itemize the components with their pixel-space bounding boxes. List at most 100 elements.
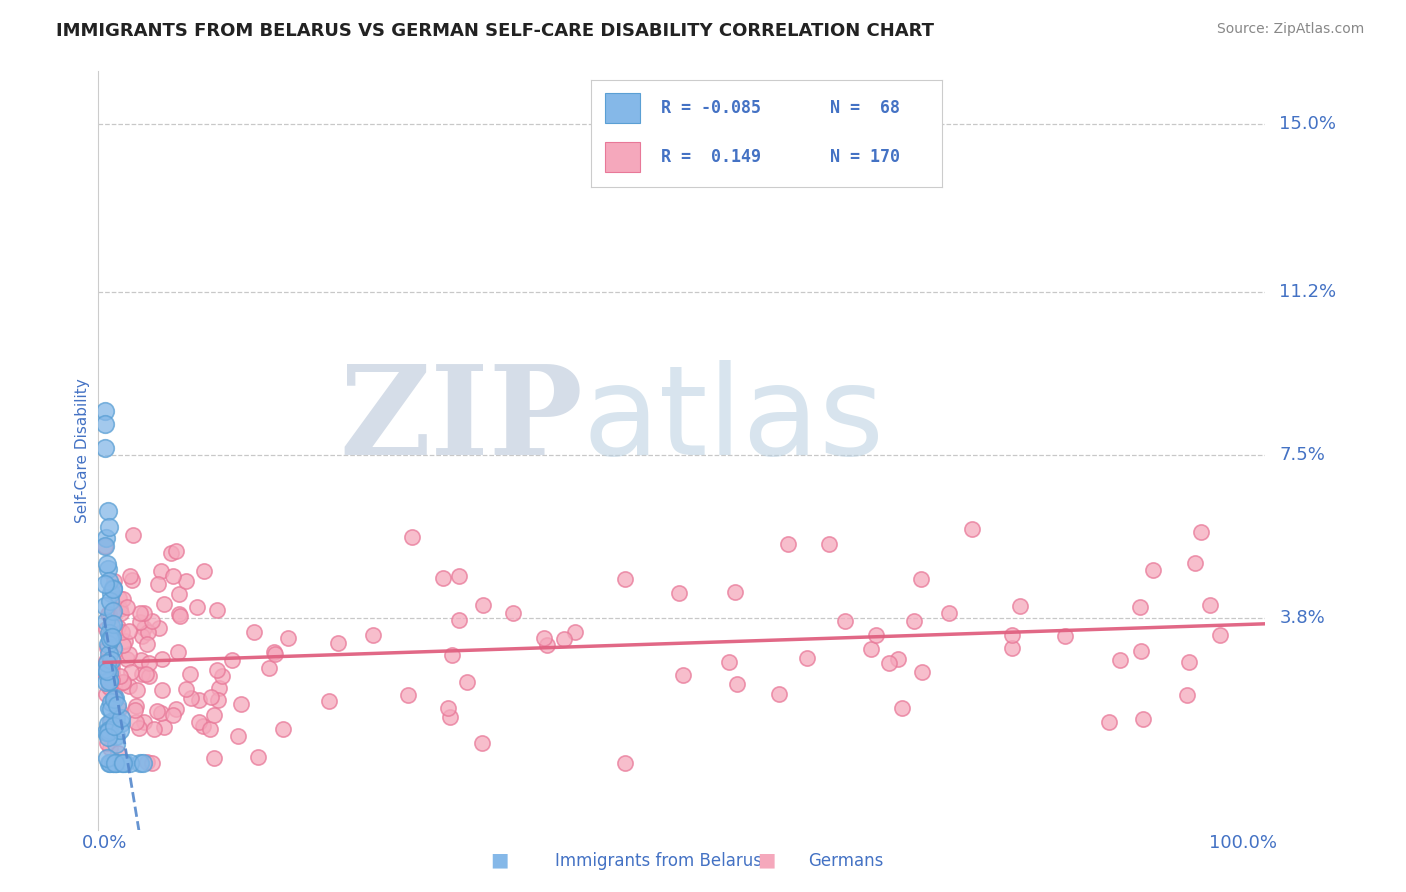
- Point: [101, 582, 124, 597]
- Point: [118, 679, 141, 693]
- Point: [143, 722, 166, 736]
- Point: [1177, 656, 1199, 670]
- Point: [97, 673, 120, 688]
- Point: [447, 613, 470, 627]
- Point: [117, 624, 139, 638]
- Point: [167, 587, 190, 601]
- Point: [98, 714, 121, 728]
- Point: [94, 675, 117, 690]
- Point: [191, 719, 214, 733]
- Point: [273, 722, 295, 736]
- Point: [138, 656, 160, 670]
- Point: [136, 755, 159, 769]
- Point: [111, 638, 134, 652]
- Point: [110, 711, 132, 725]
- Point: [98, 632, 121, 647]
- Point: [318, 694, 340, 708]
- Point: [94, 725, 117, 739]
- Point: [103, 756, 125, 771]
- Point: [129, 615, 152, 629]
- Point: [100, 586, 122, 600]
- Point: [110, 715, 132, 730]
- Point: [135, 667, 157, 681]
- Point: [150, 652, 173, 666]
- Point: [242, 625, 264, 640]
- Point: [146, 577, 169, 591]
- Point: [162, 568, 184, 582]
- Point: [97, 730, 120, 744]
- Point: [1001, 641, 1024, 656]
- Point: [148, 621, 170, 635]
- Point: [97, 562, 120, 576]
- Point: [877, 656, 900, 670]
- Point: [1109, 653, 1132, 667]
- Point: [890, 700, 912, 714]
- Point: [103, 756, 125, 771]
- Point: [100, 619, 122, 633]
- Point: [221, 653, 243, 667]
- Point: [97, 504, 120, 518]
- Point: [98, 666, 121, 681]
- Point: [136, 625, 159, 640]
- Point: [152, 598, 174, 612]
- Point: [103, 581, 125, 595]
- Point: [94, 441, 117, 455]
- Point: [129, 756, 152, 771]
- Point: [1001, 628, 1024, 642]
- Point: [135, 637, 157, 651]
- Point: [200, 690, 222, 704]
- Point: [115, 600, 138, 615]
- Point: [98, 647, 121, 661]
- Point: [93, 665, 115, 679]
- Point: [672, 667, 695, 681]
- Point: [205, 603, 228, 617]
- Point: [152, 682, 174, 697]
- Point: [188, 693, 211, 707]
- Point: [96, 686, 118, 700]
- Point: [432, 571, 454, 585]
- Point: [1130, 644, 1153, 658]
- Point: [439, 710, 461, 724]
- Point: [396, 689, 419, 703]
- Point: [938, 606, 960, 620]
- Point: [101, 607, 124, 622]
- Point: [1053, 629, 1076, 643]
- Point: [149, 706, 172, 720]
- Point: [104, 690, 127, 705]
- Text: R =  0.149: R = 0.149: [661, 148, 761, 166]
- Text: atlas: atlas: [582, 359, 884, 481]
- Text: 7.5%: 7.5%: [1279, 446, 1326, 464]
- Point: [97, 716, 120, 731]
- Point: [160, 546, 183, 560]
- Point: [247, 750, 270, 764]
- Point: [131, 629, 153, 643]
- Point: [108, 602, 131, 616]
- Point: [100, 714, 122, 729]
- Point: [93, 539, 115, 553]
- Point: [865, 628, 887, 642]
- Point: [553, 632, 575, 647]
- Point: [165, 544, 187, 558]
- Point: [129, 653, 152, 667]
- Point: [263, 644, 285, 658]
- Point: [94, 404, 117, 418]
- Point: [1132, 712, 1154, 726]
- Point: [125, 714, 148, 729]
- Point: [107, 702, 129, 716]
- Point: [1142, 563, 1164, 577]
- Point: [141, 614, 163, 628]
- Point: [174, 574, 197, 588]
- Point: [101, 631, 124, 645]
- Point: [96, 557, 118, 571]
- Point: [111, 591, 134, 606]
- Point: [94, 417, 117, 431]
- Point: [1189, 525, 1212, 540]
- Point: [121, 573, 143, 587]
- Point: [277, 632, 299, 646]
- Point: [193, 565, 215, 579]
- Point: [205, 663, 228, 677]
- Point: [108, 669, 131, 683]
- Point: [111, 674, 134, 689]
- Point: [98, 723, 121, 737]
- Point: [1129, 600, 1152, 615]
